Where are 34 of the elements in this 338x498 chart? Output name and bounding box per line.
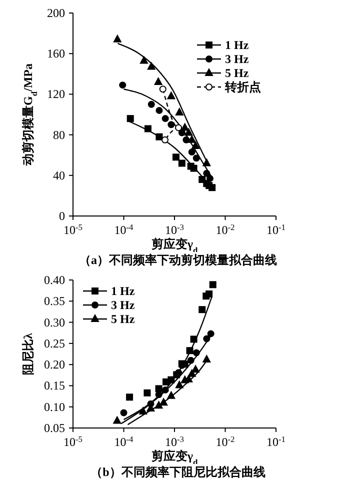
x-tick-label: 10$^{-4}$ xyxy=(114,222,134,237)
x-tick-label: 10$^{-4}$ xyxy=(114,434,134,449)
legend-label: 1 Hz xyxy=(111,284,135,298)
y-tick-label: 160 xyxy=(47,46,65,61)
y-tick-label: 0.30 xyxy=(44,315,65,330)
legend-label: 1 Hz xyxy=(225,38,249,52)
x-tick-label: 10$^{-5}$ xyxy=(64,222,82,237)
y-tick-label: 0.35 xyxy=(44,294,65,308)
x-tick-label: 10$^{-2}$ xyxy=(216,434,235,449)
legend-label: 5 Hz xyxy=(111,312,135,326)
y-tick-label: 120 xyxy=(47,87,65,102)
y-tick-label: 0.10 xyxy=(44,400,65,414)
legend-label: 5 Hz xyxy=(225,66,249,80)
y-tick-label: 0.05 xyxy=(44,421,65,435)
x-tick-label: 10$^{-3}$ xyxy=(165,222,184,237)
text: （a）不同频率下动剪切模量拟合曲线 xyxy=(78,252,278,268)
legend-label: 转折点 xyxy=(225,78,261,96)
y-tick-label: 0 xyxy=(59,209,65,223)
x-tick-label: 10$^{-2}$ xyxy=(216,222,235,237)
y-tick-label: 0.20 xyxy=(44,358,65,372)
y-tick-label: 0.40 xyxy=(44,273,65,287)
y-axis-title: 阻尼比λ xyxy=(21,332,35,375)
legend-label: 3 Hz xyxy=(225,52,249,66)
y-tick-label: 80 xyxy=(53,128,65,142)
x-tick-label: 10$^{-5}$ xyxy=(64,434,82,449)
y-tick-label: 200 xyxy=(47,6,65,20)
text: （b）不同频率下阻尼比拟合曲线 xyxy=(90,464,266,480)
y-tick-label: 40 xyxy=(53,168,65,182)
legend-label: 3 Hz xyxy=(111,298,135,312)
y-tick-label: 0.25 xyxy=(44,336,65,350)
x-tick-label: 10$^{-1}$ xyxy=(266,222,286,237)
x-tick-label: 10$^{-3}$ xyxy=(165,434,184,449)
x-tick-label: 10$^{-1}$ xyxy=(266,434,286,449)
y-tick-label: 0.15 xyxy=(44,378,65,393)
